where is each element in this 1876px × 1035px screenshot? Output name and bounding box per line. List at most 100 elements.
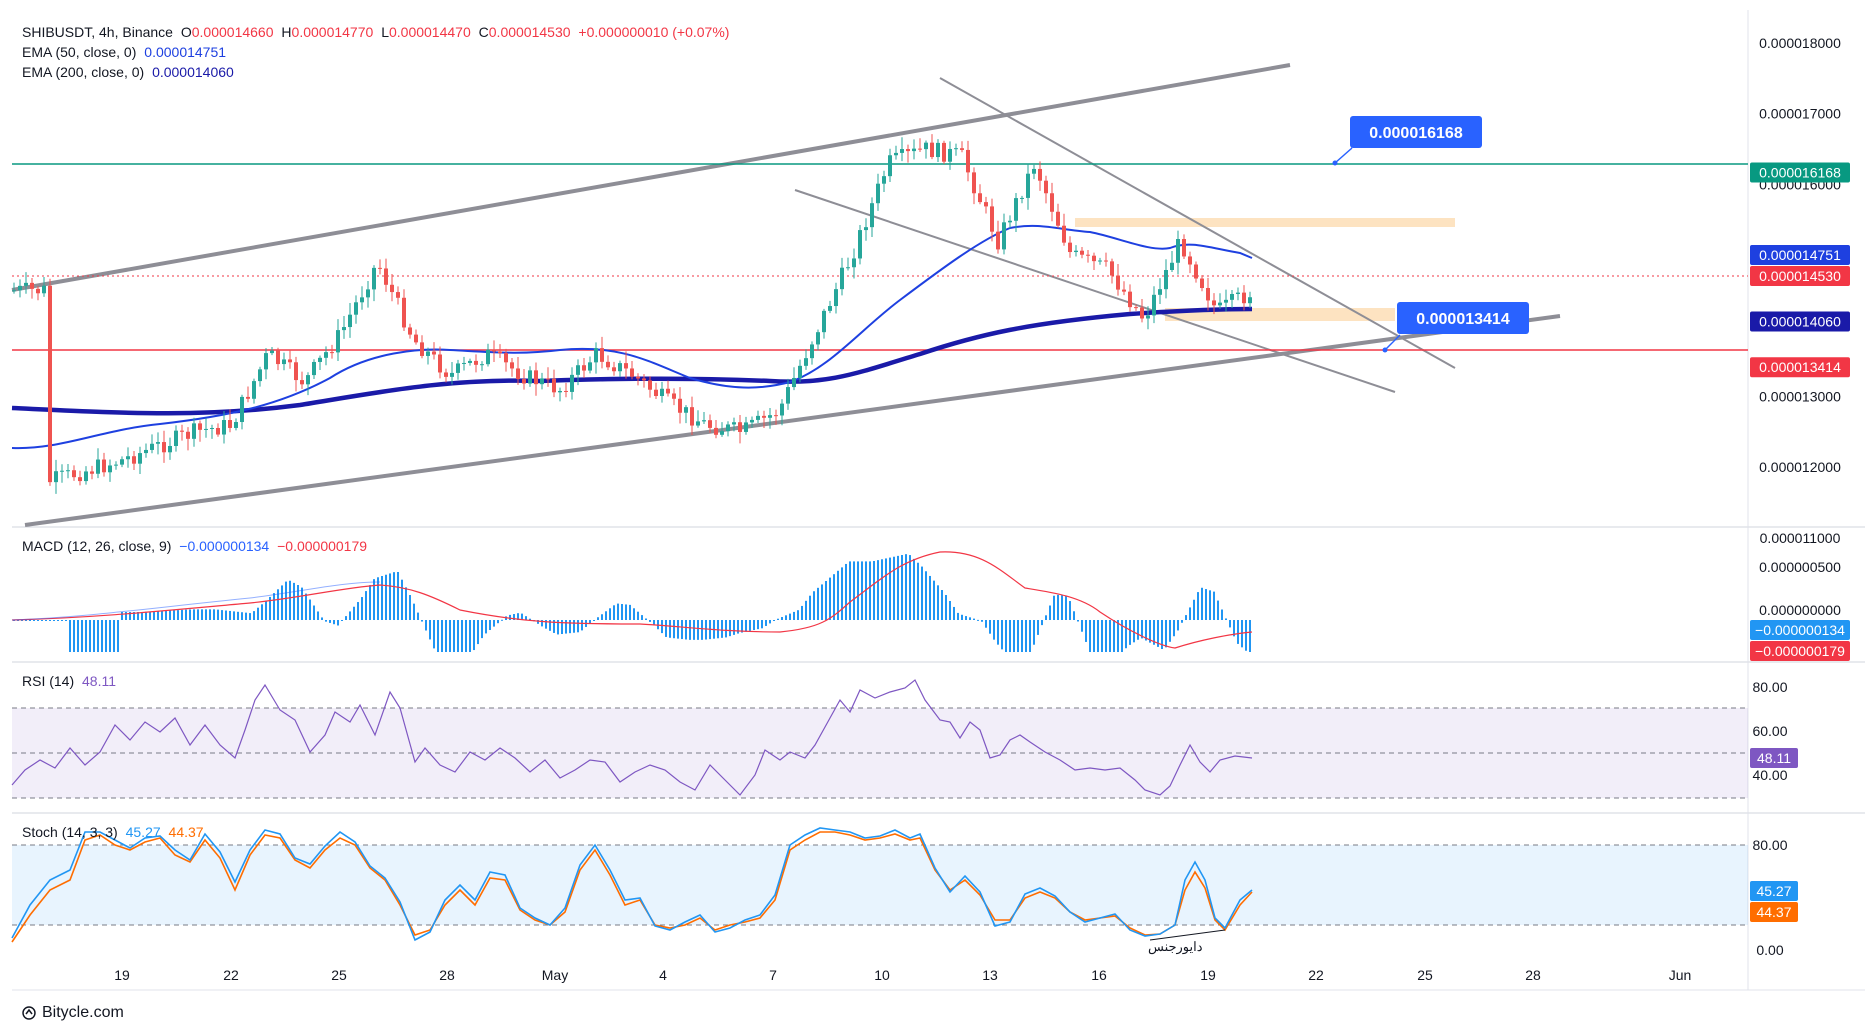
channel-upper-line[interactable] bbox=[11, 63, 1291, 292]
macd-bar bbox=[1197, 592, 1199, 620]
macd-bar bbox=[261, 604, 263, 620]
macd-bar bbox=[293, 582, 295, 620]
wedge-lower-line[interactable] bbox=[794, 189, 1396, 393]
macd-bar bbox=[309, 599, 311, 620]
candle-body bbox=[168, 445, 172, 453]
macd-bar bbox=[805, 600, 807, 620]
candle-body bbox=[1074, 250, 1078, 253]
rsi-legend[interactable]: RSI (14) 48.11 bbox=[22, 671, 120, 691]
candle-body bbox=[1032, 168, 1036, 174]
candle-body bbox=[972, 172, 976, 194]
macd-bar bbox=[781, 617, 783, 620]
macd-bar bbox=[433, 620, 435, 649]
macd-bar bbox=[85, 620, 87, 652]
macd-bar bbox=[313, 605, 315, 620]
macd-bar bbox=[125, 612, 127, 620]
candle-body bbox=[918, 148, 922, 150]
macd-bar bbox=[629, 604, 631, 620]
macd-bar bbox=[41, 620, 43, 621]
macd-bar bbox=[1049, 605, 1051, 620]
macd-bar bbox=[729, 620, 731, 637]
macd-bar bbox=[1069, 601, 1071, 620]
macd-bar bbox=[21, 620, 23, 621]
candle-body bbox=[420, 342, 424, 356]
macd-bar bbox=[205, 609, 207, 620]
macd-bar bbox=[329, 620, 331, 623]
time-axis[interactable]: 19 22 25 28 May 4 7 10 13 16 19 22 25 28 Jun bbox=[114, 967, 1691, 983]
price-tag bbox=[1750, 162, 1850, 183]
candle-body bbox=[726, 424, 730, 432]
macd-bar bbox=[1053, 595, 1055, 620]
candle-body bbox=[60, 470, 64, 472]
candle-body bbox=[672, 393, 676, 399]
macd-bar bbox=[701, 620, 703, 640]
stoch-label: Stoch (14, 3, 3) bbox=[22, 824, 118, 840]
macd-bar bbox=[1077, 620, 1079, 622]
candle-body bbox=[162, 442, 166, 453]
candle-body bbox=[306, 375, 310, 385]
candle-body bbox=[552, 378, 556, 393]
price-axis[interactable]: 0.0000180000.0000170000.0000160000.00001… bbox=[1759, 35, 1841, 546]
candle-body bbox=[66, 470, 70, 472]
callout-lower[interactable]: 0.000013414 bbox=[1382, 302, 1530, 353]
macd-bar bbox=[349, 611, 351, 620]
callout-upper[interactable]: 0.000016168 bbox=[1332, 116, 1483, 166]
candle-body bbox=[12, 290, 16, 292]
close-label: C bbox=[478, 24, 489, 40]
macd-bar bbox=[1169, 620, 1171, 642]
time-tick-label: 10 bbox=[874, 967, 890, 983]
macd-bar bbox=[137, 612, 139, 620]
price-tags: 0.000016168 0.000014751 0.000014530 0.00001… bbox=[1750, 162, 1850, 378]
candle-body bbox=[846, 267, 850, 269]
wedge-upper-line[interactable] bbox=[939, 77, 1456, 369]
symbol-pair[interactable]: SHIBUSDT, 4h, Binance bbox=[22, 24, 173, 40]
stoch-legend[interactable]: Stoch (14, 3, 3) 45.27 44.37 bbox=[22, 822, 208, 842]
macd-bar bbox=[1061, 595, 1063, 620]
candle-body bbox=[816, 332, 820, 345]
price-tag-label: 0.000014751 bbox=[1759, 247, 1841, 263]
macd-bar bbox=[821, 584, 823, 620]
macd-bar bbox=[845, 563, 847, 620]
candle-body bbox=[534, 370, 538, 385]
macd-bar bbox=[461, 620, 463, 652]
candle-body bbox=[174, 430, 178, 446]
macd-bar bbox=[741, 620, 743, 633]
candle-body bbox=[138, 453, 142, 464]
macd-bar bbox=[1013, 620, 1015, 652]
macd-bar bbox=[581, 620, 583, 631]
macd-bar bbox=[257, 607, 259, 620]
candle-body bbox=[384, 268, 388, 285]
footer-brand[interactable]: Bitycle.com bbox=[22, 1004, 124, 1022]
macd-legend[interactable]: MACD (12, 26, close, 9) −0.000000134 −0.… bbox=[22, 536, 371, 556]
macd-bar bbox=[1153, 620, 1155, 645]
candle-body bbox=[1242, 292, 1246, 304]
candle-body bbox=[930, 142, 934, 158]
macd-bar bbox=[1033, 620, 1035, 645]
channel-lower-line[interactable] bbox=[24, 314, 1561, 527]
macd-bar bbox=[445, 620, 447, 652]
candle-body bbox=[744, 422, 748, 432]
macd-bar bbox=[77, 620, 79, 652]
candle-body bbox=[120, 459, 124, 465]
ema50-legend[interactable]: EMA (50, close, 0) 0.000014751 bbox=[22, 42, 230, 62]
macd-bar bbox=[489, 620, 491, 631]
macd-bar bbox=[985, 620, 987, 628]
ema200-line bbox=[11, 306, 1253, 416]
macd-bar bbox=[245, 612, 247, 620]
macd-bar bbox=[1037, 620, 1039, 635]
macd-bar bbox=[153, 611, 155, 620]
macd-bar bbox=[997, 620, 999, 645]
candle-body bbox=[702, 420, 706, 422]
candle-body bbox=[1080, 250, 1084, 255]
rsi-tag-label: 48.11 bbox=[1757, 750, 1791, 766]
candle-body bbox=[222, 420, 226, 435]
macd-bar bbox=[745, 620, 747, 632]
macd-bar bbox=[397, 572, 399, 620]
macd-bar bbox=[1149, 620, 1151, 643]
ema200-legend[interactable]: EMA (200, close, 0) 0.000014060 bbox=[22, 62, 238, 82]
candle-body bbox=[666, 388, 670, 394]
macd-bar bbox=[1233, 620, 1235, 637]
macd-bar bbox=[1157, 620, 1159, 647]
macd-bar bbox=[25, 620, 27, 621]
